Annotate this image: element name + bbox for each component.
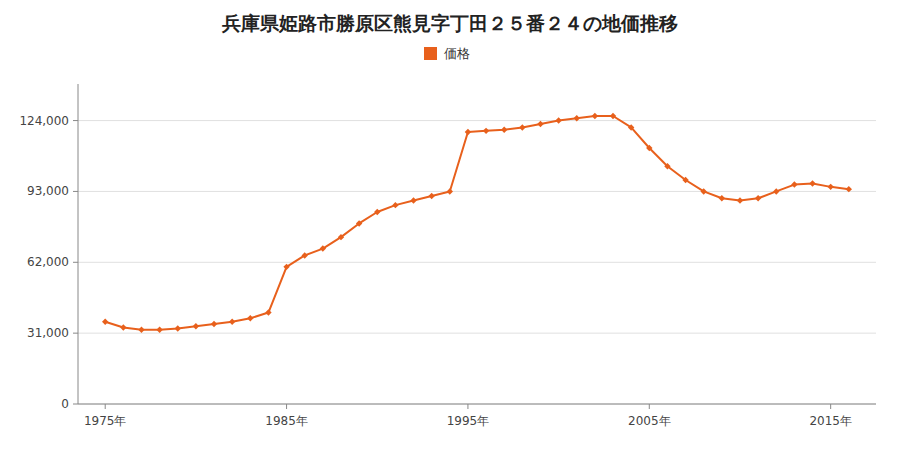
x-tick-label: 1985年: [265, 414, 308, 428]
point: [211, 321, 217, 327]
y-axis-line: [78, 84, 79, 404]
plot-area: [102, 113, 852, 333]
point: [592, 113, 598, 119]
point: [846, 186, 852, 192]
point: [701, 188, 707, 194]
point: [247, 315, 253, 321]
point: [156, 327, 162, 333]
x-tick: [467, 404, 468, 409]
point: [791, 181, 797, 187]
y-tick-label: 62,000: [27, 255, 69, 269]
point: [809, 180, 815, 186]
y-tick-label: 93,000: [27, 184, 69, 198]
y-tick: [73, 333, 78, 334]
grid-line: [78, 262, 876, 263]
grid-line: [78, 404, 876, 405]
point: [555, 117, 561, 123]
point: [773, 188, 779, 194]
point: [574, 115, 580, 121]
x-tick: [830, 404, 831, 409]
legend-label: 価格: [444, 46, 470, 61]
point: [628, 124, 634, 130]
point: [102, 319, 108, 325]
y-tick-label: 31,000: [27, 326, 69, 340]
grid-line: [78, 191, 876, 192]
point: [610, 113, 616, 119]
point: [374, 209, 380, 215]
point: [737, 197, 743, 203]
axes: 0 31,000 62,000 93,000 124,000 1975年 1985年 1995…: [19, 84, 876, 428]
point: [447, 188, 453, 194]
point: [519, 124, 525, 130]
y-tick-label: 0: [61, 397, 69, 411]
series-line: [105, 116, 849, 330]
point: [138, 327, 144, 333]
legend-swatch: [424, 47, 437, 60]
point: [356, 220, 362, 226]
point: [501, 127, 507, 133]
point: [827, 184, 833, 190]
point: [338, 234, 344, 240]
page: {"chart_data": { "type": "line", "title"…: [0, 0, 900, 450]
point: [265, 309, 271, 315]
y-tick-label: 124,000: [19, 114, 69, 128]
x-axis-line: [78, 404, 876, 405]
grid-line: [78, 120, 876, 121]
x-tick-label: 1995年: [447, 414, 490, 428]
point: [320, 245, 326, 251]
point: [120, 324, 126, 330]
point: [175, 325, 181, 331]
x-tick-label: 2005年: [628, 414, 671, 428]
title: 兵庫県姫路市勝原区熊見字丁田２５番２４の地価推移: [221, 12, 678, 34]
legend: 価格: [424, 46, 470, 61]
grid: [78, 121, 876, 404]
point: [682, 177, 688, 183]
y-tick: [73, 404, 78, 405]
point: [302, 252, 308, 258]
grid-line: [78, 333, 876, 334]
x-tick-label: 1975年: [84, 414, 127, 428]
point: [719, 195, 725, 201]
x-tick: [286, 404, 287, 409]
x-tick-label: 2015年: [809, 414, 852, 428]
chart: 兵庫県姫路市勝原区熊見字丁田２５番２４の地価推移 0 31,000 62,000 93,…: [0, 0, 900, 450]
point: [428, 193, 434, 199]
x-tick: [649, 404, 650, 409]
point: [193, 323, 199, 329]
x-tick: [105, 404, 106, 409]
y-tick: [73, 262, 78, 263]
point: [483, 128, 489, 134]
y-tick: [73, 120, 78, 121]
point: [664, 163, 670, 169]
point: [392, 202, 398, 208]
point: [755, 195, 761, 201]
point: [537, 121, 543, 127]
point: [465, 129, 471, 135]
point: [229, 319, 235, 325]
point: [646, 145, 652, 151]
point: [283, 264, 289, 270]
point: [410, 197, 416, 203]
y-tick: [73, 191, 78, 192]
